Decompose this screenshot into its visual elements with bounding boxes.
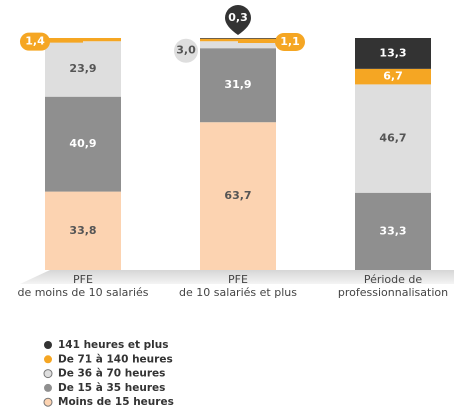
bar-segment [200, 41, 276, 49]
bar-segment [355, 192, 431, 270]
legend-label: De 15 à 35 heures [58, 382, 165, 394]
bar-segment [200, 38, 276, 42]
callout-badge [174, 38, 198, 63]
value-label: 3,0 [176, 44, 196, 57]
x-tick-label: Période de professionnalisation [338, 273, 448, 299]
legend-label: De 36 à 70 heures [58, 368, 165, 380]
value-label: 33,8 [69, 224, 96, 237]
legend-swatch [44, 355, 52, 364]
bar-segment [355, 84, 431, 193]
value-label: 46,7 [379, 132, 406, 145]
legend-label: De 71 à 140 heures [58, 353, 173, 365]
x-tick-label: PFE de 10 salariés et plus [179, 273, 297, 299]
value-label: 6,7 [383, 70, 403, 83]
x-tick-label-line: PFE [73, 273, 93, 286]
callout-badge [20, 32, 50, 51]
bar-segment [200, 122, 276, 270]
x-tick-label-line: professionnalisation [338, 286, 448, 299]
legend-swatch [44, 341, 52, 349]
legend-label: Moins de 15 heures [58, 396, 174, 408]
bar-segment [45, 41, 121, 97]
bar-segment [200, 48, 276, 123]
legend-swatch [43, 397, 53, 407]
value-label: 13,3 [379, 46, 406, 59]
value-label: 33,3 [379, 224, 406, 237]
x-tick-label-line: de moins de 10 salariés [17, 286, 148, 299]
bar-segment [355, 38, 431, 69]
x-tick-label-line: Période de [364, 273, 423, 286]
value-label: 63,7 [224, 189, 251, 202]
floor [20, 270, 454, 284]
bar-segment [200, 38, 276, 39]
x-tick-label-line: de 10 salariés et plus [179, 286, 297, 299]
bar-segment [45, 38, 121, 42]
legend-swatch [44, 383, 52, 392]
value-label: 1,1 [280, 35, 300, 48]
value-label: 23,9 [69, 62, 96, 75]
bar-segment [355, 68, 431, 85]
legend-swatch [43, 369, 53, 379]
bar-segment [45, 191, 121, 270]
value-label: 1,4 [25, 35, 45, 48]
legend-label: 141 heures et plus [58, 339, 169, 351]
x-tick-label-line: PFE [228, 273, 248, 286]
value-label: 40,9 [69, 137, 96, 150]
callout-badge [275, 32, 305, 51]
value-label: 0,3 [228, 11, 248, 24]
x-tick-label: PFE de moins de 10 salariés [17, 273, 148, 299]
value-label: 31,9 [224, 78, 251, 91]
bar-segment [45, 96, 121, 192]
callout-badge [225, 5, 251, 35]
